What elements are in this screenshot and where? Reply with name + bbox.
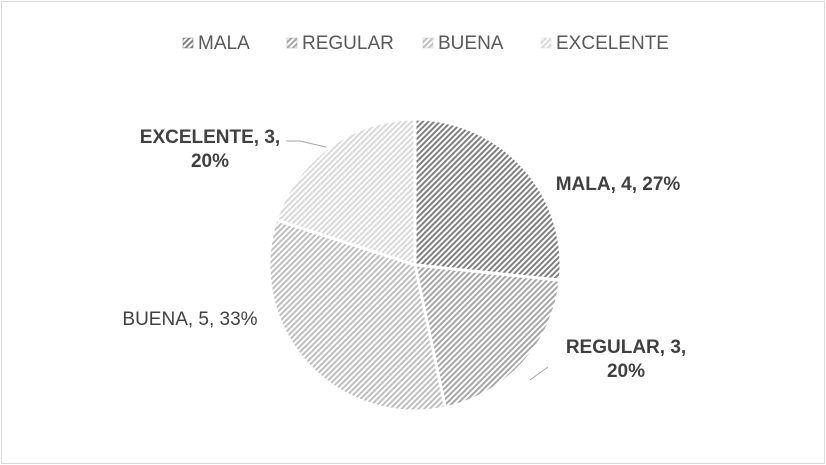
leader-line [286,140,331,149]
data-label: MALA, 4, 27% [555,174,681,195]
data-label: BUENA, 5, 33% [122,309,258,330]
pie-slice [413,117,563,282]
pie-slice [413,263,562,410]
legend-swatch [286,37,298,49]
leader-line [529,366,549,381]
pie-slice [274,117,417,268]
legend-label: BUENA [438,33,504,54]
legend-label: MALA [198,33,250,54]
data-label: REGULAR, 3, 20% [565,337,687,382]
data-label: EXCELENTE, 3, 20% [139,127,281,172]
legend-label: EXCELENTE [556,33,669,54]
legend-label: REGULAR [302,33,394,54]
legend-swatch [182,37,194,49]
legend-swatch [540,37,552,49]
pie-slice [267,217,448,413]
legend-swatch [422,37,434,49]
